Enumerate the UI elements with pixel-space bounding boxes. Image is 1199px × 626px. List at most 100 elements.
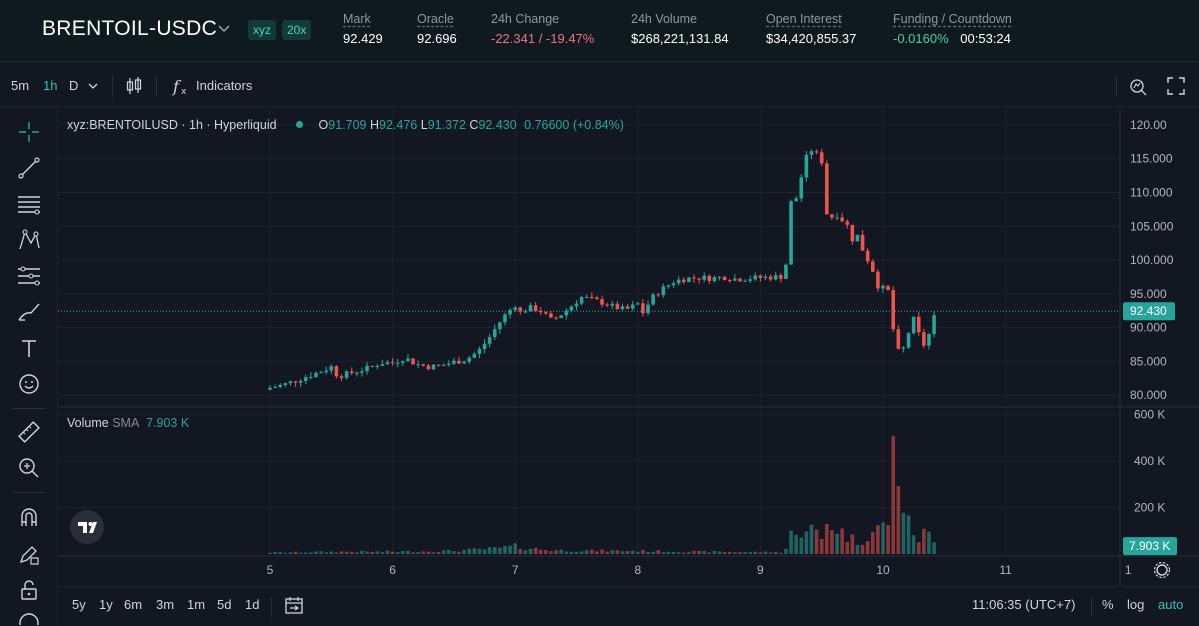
lock-icon[interactable]	[17, 578, 41, 602]
candle-body	[600, 299, 604, 305]
candle-body	[590, 296, 594, 298]
tradingview-logo[interactable]	[70, 510, 104, 544]
range-5y[interactable]: 5y	[72, 597, 86, 612]
trendline-icon[interactable]	[17, 156, 41, 180]
market-header: BRENTOIL-USDC xyz 20x Mark 92.429 Oracle…	[0, 0, 1199, 62]
volume-bar	[666, 551, 671, 554]
pattern-icon[interactable]	[17, 228, 41, 252]
legend-h-label: H	[369, 118, 380, 132]
volume-bar	[727, 551, 732, 554]
stat-label: Oracle	[417, 12, 454, 26]
volume-bar	[467, 548, 472, 554]
tools-divider	[12, 492, 46, 493]
range-1m[interactable]: 1m	[187, 597, 206, 612]
fib-icon[interactable]	[17, 192, 41, 216]
candle-body	[482, 343, 487, 350]
emoji-icon[interactable]	[17, 372, 41, 396]
volume-bar	[477, 548, 482, 554]
volume-bar	[763, 551, 768, 554]
candle-body	[809, 151, 814, 155]
candle-body	[411, 358, 415, 365]
indicators-button[interactable]: Indicators	[196, 78, 253, 93]
log-toggle[interactable]: log	[1127, 597, 1145, 612]
tradingview-logo-icon	[78, 522, 97, 533]
fullscreen-icon[interactable]	[1165, 75, 1187, 97]
volume-tick-label: 600 K	[1134, 408, 1165, 422]
trash-icon[interactable]	[17, 611, 41, 625]
range-3m[interactable]: 3m	[156, 597, 175, 612]
volume-bar	[584, 550, 589, 554]
chart-area[interactable]: 120.00 115.000 110.000 105.000 100.000 95.000…	[58, 108, 1199, 586]
pair-title[interactable]: BRENTOIL-USDC	[42, 17, 218, 40]
brush-icon[interactable]	[17, 300, 41, 324]
candle-body	[569, 306, 574, 311]
range-1y[interactable]: 1y	[99, 597, 113, 612]
candle-body	[840, 217, 844, 222]
candle-body	[401, 361, 405, 363]
candle-body	[850, 224, 855, 242]
volume-bar	[932, 542, 936, 554]
candle-body	[748, 279, 752, 281]
stat-label: Mark	[343, 12, 371, 26]
zoom-icon[interactable]	[17, 456, 41, 480]
function-icon[interactable]: f x	[170, 75, 192, 97]
legend-symbol[interactable]: xyz:BRENTOILUSD · 1h · Hyperliquid	[67, 118, 277, 132]
chevron-down-icon[interactable]	[85, 75, 101, 97]
stat-label: Funding / Countdown	[893, 12, 1012, 26]
stat-label: 24h Change	[491, 12, 560, 26]
volume-bar	[906, 515, 911, 554]
lock-drawing-icon[interactable]	[17, 542, 41, 566]
settings-icon[interactable]	[1156, 564, 1168, 576]
candle-body	[911, 316, 916, 334]
volume-bar	[411, 552, 415, 554]
volume-bar	[911, 535, 916, 554]
range-1d[interactable]: 1d	[245, 597, 260, 612]
candle-body	[636, 303, 640, 305]
volume-bar	[733, 552, 737, 554]
volume-bar	[630, 550, 635, 554]
volume-bar	[329, 551, 334, 554]
candle-body	[687, 277, 691, 283]
prediction-icon[interactable]	[17, 264, 41, 288]
auto-toggle[interactable]: auto	[1158, 597, 1184, 612]
date-range-icon[interactable]	[284, 595, 304, 615]
volume-bar	[498, 547, 502, 554]
volume-bar	[692, 550, 696, 554]
volume-bar	[881, 522, 885, 554]
svg-text:x: x	[181, 87, 187, 97]
interval-5m[interactable]: 5m	[11, 78, 30, 93]
range-5d[interactable]: 5d	[217, 597, 232, 612]
crosshair-icon[interactable]	[17, 120, 41, 144]
volume-bar	[385, 550, 390, 554]
volume-bar	[712, 550, 717, 554]
chevron-down-icon[interactable]	[216, 20, 232, 36]
candle-body	[799, 177, 804, 199]
candles-icon[interactable]	[123, 75, 145, 97]
ruler-icon[interactable]	[17, 420, 41, 444]
time-tick-label: 9	[757, 563, 764, 577]
price-chart[interactable]: 120.00 115.000 110.000 105.000 100.000 95.000…	[58, 108, 1199, 586]
clock-time[interactable]: 11:06:35 (UTC+7)	[972, 597, 1076, 612]
interval-d[interactable]: D	[69, 78, 79, 93]
screenshot-icon[interactable]	[1127, 75, 1149, 97]
text-icon[interactable]	[17, 336, 41, 360]
volume-bar	[595, 551, 599, 554]
settings-icon-teeth[interactable]	[1153, 561, 1171, 579]
leverage-badge[interactable]: 20x	[282, 20, 312, 40]
volume-bar	[324, 552, 328, 554]
volume-bar	[697, 550, 701, 554]
range-6m[interactable]: 6m	[124, 597, 143, 612]
volume-label[interactable]: Volume	[67, 416, 109, 430]
volume-bar	[344, 551, 349, 554]
interval-1h[interactable]: 1h	[43, 78, 58, 93]
candle-body	[804, 154, 809, 178]
price-tick-label: 85.000	[1130, 354, 1167, 368]
volume-bar	[916, 542, 921, 554]
volume-bar	[753, 551, 758, 554]
percent-toggle[interactable]: %	[1102, 597, 1114, 612]
candle-body	[324, 370, 328, 373]
candle-body	[518, 307, 523, 312]
candle-body	[365, 365, 369, 372]
magnet-icon[interactable]	[17, 506, 41, 530]
volume-bar	[610, 550, 615, 554]
